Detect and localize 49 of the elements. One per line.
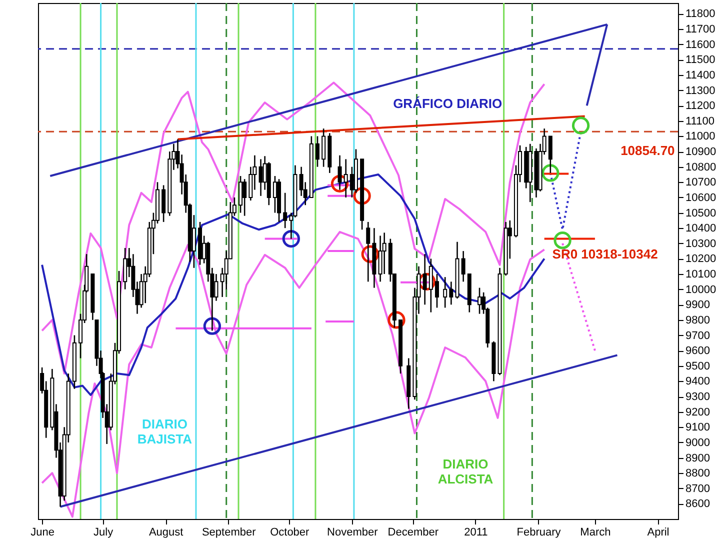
- y-tick-label: 8900: [686, 452, 710, 464]
- y-tick-label: 10300: [686, 238, 716, 250]
- y-tick-label: 10500: [686, 207, 716, 220]
- y-tick-label: 10800: [686, 161, 716, 174]
- y-tick-label: 9100: [686, 422, 710, 434]
- y-tick-label: 10100: [686, 268, 716, 281]
- x-tick-label: July: [94, 526, 114, 538]
- y-tick-label: 11500: [686, 54, 716, 66]
- x-tick-label: September: [202, 526, 256, 538]
- y-tick-label: 9800: [686, 314, 710, 326]
- y-tick-label: 11200: [686, 100, 716, 112]
- y-tick-label: 11800: [686, 8, 716, 20]
- y-tick-label: 9500: [686, 360, 710, 372]
- y-tick-label: 11700: [686, 24, 716, 36]
- y-tick-label: 11300: [686, 84, 716, 97]
- x-tick-label: March: [580, 526, 611, 538]
- x-tick-label: April: [647, 526, 670, 538]
- y-tick-label: 9200: [686, 406, 710, 418]
- y-tick-label: 11600: [686, 38, 716, 51]
- y-tick-label: 10600: [686, 192, 716, 204]
- y-tick-label: 10400: [686, 222, 716, 235]
- y-tick-label: 9900: [686, 299, 710, 312]
- x-tick-label: June: [30, 526, 54, 538]
- y-tick-label: 9300: [686, 391, 710, 404]
- annotation: GRÁFICO DIARIO: [393, 96, 502, 112]
- annotation: 10854.70: [620, 143, 675, 158]
- y-tick-label: 8600: [686, 498, 710, 510]
- x-tick-label: 2011: [464, 526, 488, 538]
- annotation: DIARIO BAJISTA: [137, 416, 193, 447]
- y-tick-label: 11000: [686, 130, 716, 143]
- y-tick-label: 10200: [686, 253, 716, 266]
- x-tick-label: November: [327, 526, 378, 538]
- x-tick-label: August: [148, 526, 184, 538]
- y-tick-label: 10700: [686, 176, 716, 189]
- x-tick-label: October: [270, 526, 310, 538]
- y-tick-label: 10900: [686, 146, 716, 158]
- y-tick-label: 9600: [686, 345, 710, 358]
- y-tick-label: 11400: [686, 69, 716, 82]
- x-tick-label: February: [516, 526, 562, 538]
- x-tick-label: December: [388, 526, 439, 538]
- y-tick-label: 8700: [686, 482, 710, 495]
- y-tick-label: 10000: [686, 284, 716, 296]
- y-tick-label: 8800: [686, 468, 710, 480]
- annotation: SR0 10318-10342: [552, 246, 658, 262]
- y-tick-label: 11100: [686, 115, 714, 128]
- y-tick-label: 9400: [686, 376, 710, 388]
- y-tick-label: 9000: [686, 436, 710, 449]
- annotation: DIARIO ALCISTA: [438, 456, 494, 486]
- y-tick-label: 9700: [686, 330, 710, 342]
